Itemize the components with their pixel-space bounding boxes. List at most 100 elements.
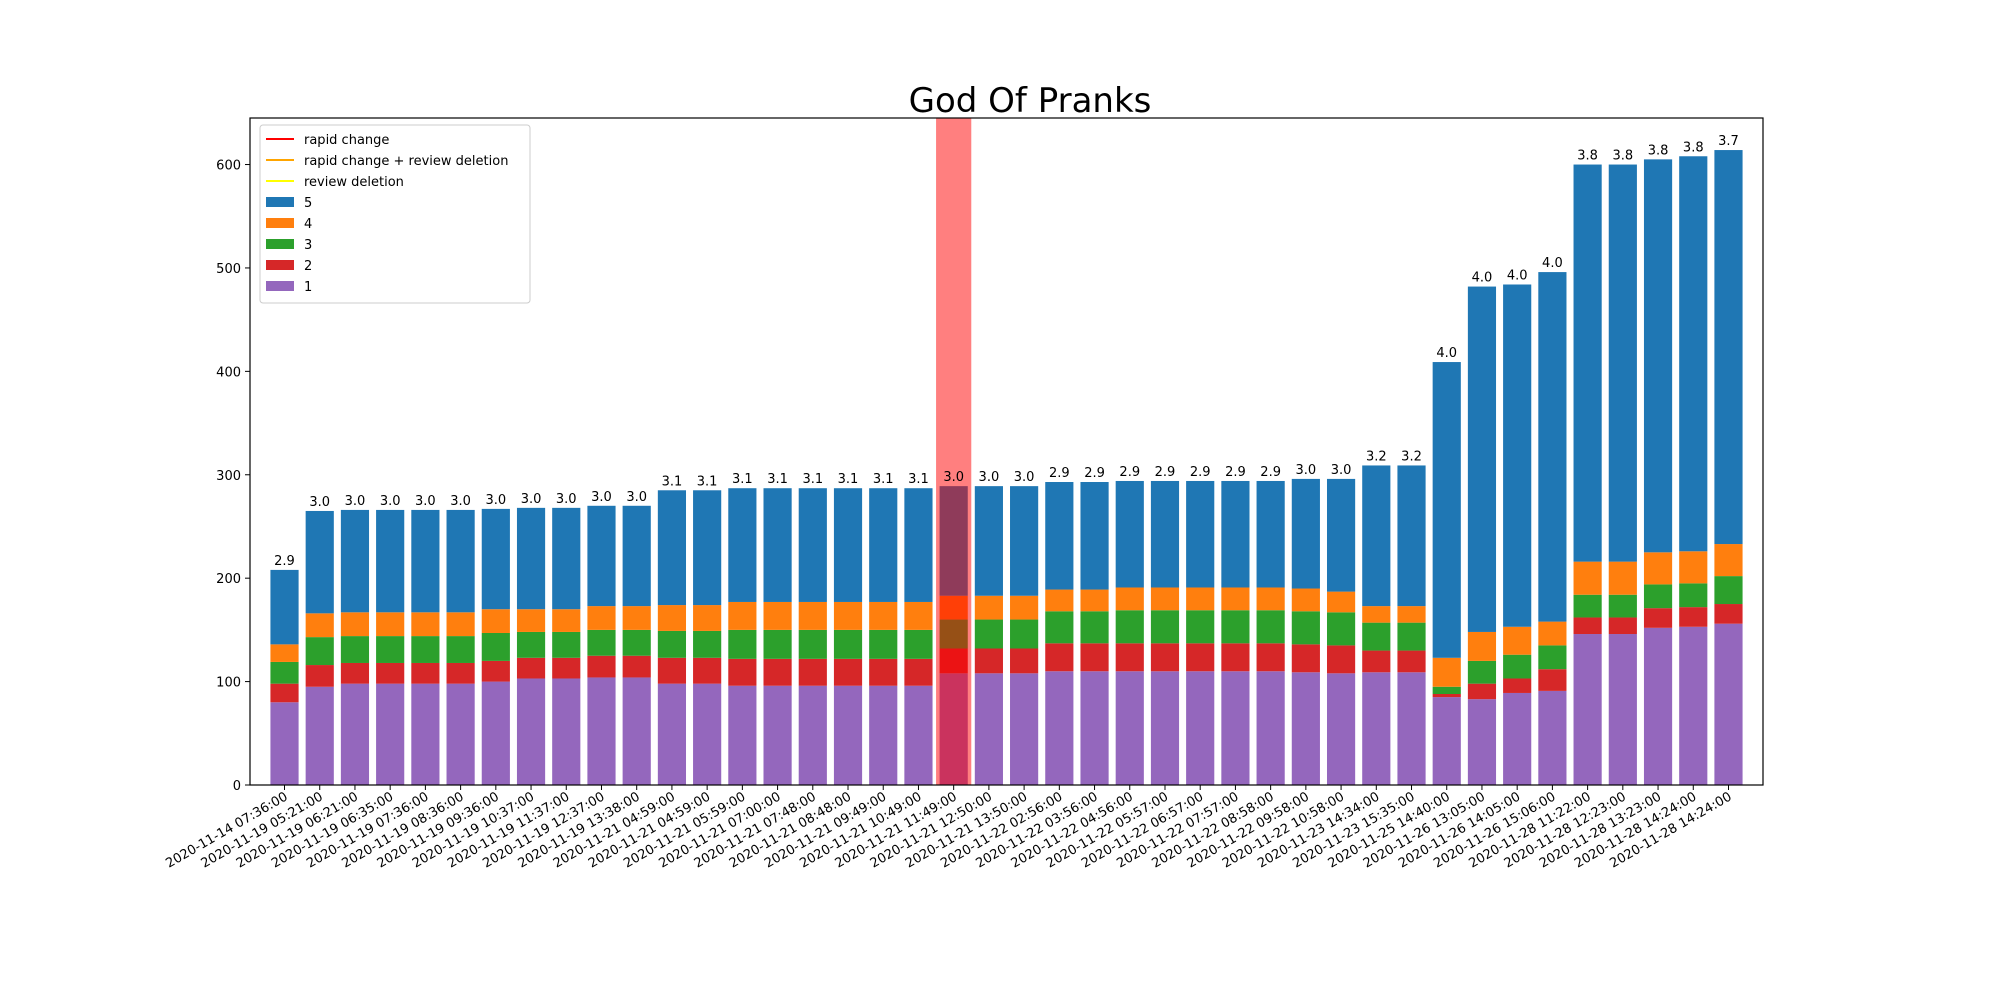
bar-segment-5	[552, 507, 581, 610]
bar-value-label: 3.0	[345, 494, 366, 509]
bar-segment-5	[833, 488, 863, 602]
bar-segment-4	[516, 609, 546, 632]
bar-value-label: 3.1	[908, 472, 929, 487]
bar-segment-5	[1291, 478, 1320, 589]
bar-value-label: 3.7	[1718, 134, 1739, 149]
bar-segment-5	[1150, 480, 1180, 588]
bar-segment-5	[798, 488, 827, 602]
bar-segment-1	[481, 681, 510, 785]
bar-segment-5	[1326, 478, 1356, 592]
bar-segment-4	[270, 644, 299, 662]
bar-segment-3	[376, 636, 405, 663]
bar-segment-1	[340, 683, 370, 785]
bar-segment-4	[1538, 621, 1567, 646]
bar-segment-4	[1256, 587, 1285, 611]
highlight-layer	[936, 118, 972, 785]
bar-segment-4	[1679, 551, 1708, 584]
bar-segment-3	[833, 629, 863, 659]
bar-segment-4	[974, 595, 1003, 620]
bar-segment-5	[728, 488, 757, 602]
bar-segment-3	[1080, 611, 1109, 644]
bar-segment-2	[798, 658, 827, 686]
bar-segment-3	[1045, 611, 1074, 644]
bar-segment-3	[1608, 594, 1637, 618]
legend-label: 5	[304, 196, 312, 211]
bar-segment-3	[1256, 610, 1285, 644]
bar-value-label: 4.0	[1436, 346, 1457, 361]
legend-label: 2	[304, 259, 312, 274]
bar-segment-1	[1045, 671, 1074, 785]
bar-segment-4	[1714, 544, 1743, 577]
bar-segment-3	[1714, 576, 1743, 605]
bar-value-label: 3.0	[626, 490, 647, 505]
bar-segment-1	[1503, 692, 1532, 785]
y-tick-label: 100	[216, 676, 241, 691]
bar-value-label: 3.0	[1296, 463, 1317, 478]
bar-segment-5	[622, 505, 651, 607]
bar-segment-1	[1186, 671, 1215, 785]
bar-segment-2	[693, 657, 722, 684]
bar-segment-1	[446, 683, 475, 785]
bar-segment-4	[376, 612, 405, 637]
bar-value-label: 4.0	[1507, 268, 1528, 283]
bar-segment-2	[1256, 643, 1285, 672]
legend-patch-swatch	[266, 239, 294, 249]
bar-segment-4	[1397, 606, 1426, 623]
bar-segment-4	[1291, 588, 1320, 612]
bar-segment-3	[1679, 583, 1708, 608]
bar-value-label: 3.1	[767, 472, 788, 487]
bar-segment-4	[1221, 587, 1250, 611]
bar-segment-1	[1397, 672, 1426, 785]
bar-segment-1	[657, 683, 687, 785]
bar-segment-1	[728, 685, 757, 785]
bar-segment-2	[1115, 643, 1144, 672]
bar-segment-1	[1150, 671, 1180, 785]
bar-segment-1	[516, 678, 546, 785]
bar-segment-3	[1538, 645, 1567, 670]
bar-segment-5	[657, 490, 687, 606]
bar-segment-5	[974, 486, 1003, 596]
bar-value-label: 3.0	[450, 494, 471, 509]
bar-segment-1	[270, 702, 299, 785]
chart-title: God Of Pranks	[909, 81, 1152, 121]
bar-value-label: 3.8	[1612, 149, 1633, 164]
bar-segment-1	[411, 683, 440, 785]
bar-segment-2	[1503, 678, 1532, 693]
bar-segment-3	[1150, 610, 1180, 644]
bar-segment-1	[1573, 634, 1602, 785]
bar-value-label: 3.1	[697, 474, 718, 489]
bar-value-label: 3.2	[1401, 449, 1422, 464]
bar-segment-5	[1608, 164, 1637, 562]
bar-segment-2	[1362, 650, 1391, 673]
bar-segment-1	[587, 677, 616, 785]
bar-value-label: 3.2	[1366, 449, 1387, 464]
bar-segment-5	[1186, 480, 1215, 588]
legend-box	[259, 124, 531, 304]
bar-segment-4	[1573, 561, 1602, 595]
bar-segment-2	[904, 658, 933, 686]
bar-segment-2	[411, 662, 440, 684]
bar-value-label: 2.9	[1119, 465, 1140, 480]
bar-value-label: 2.9	[1155, 465, 1176, 480]
bar-segment-3	[1186, 610, 1215, 644]
bar-segment-3	[1362, 622, 1391, 651]
y-tick-label: 300	[216, 469, 241, 484]
bar-segment-1	[1643, 627, 1673, 785]
y-tick-label: 200	[216, 572, 241, 587]
bar-segment-3	[1221, 610, 1250, 644]
bar-segment-2	[1221, 643, 1250, 672]
bar-segment-4	[587, 606, 616, 630]
bar-segment-3	[869, 629, 898, 659]
bar-segment-4	[446, 612, 475, 637]
bar-segment-2	[1150, 643, 1180, 672]
bar-segment-2	[763, 658, 792, 686]
bar-value-label: 3.0	[556, 492, 577, 507]
bar-segment-2	[869, 658, 898, 686]
bar-value-label: 3.0	[415, 494, 436, 509]
bar-segment-4	[763, 601, 792, 630]
bar-segment-1	[1291, 672, 1320, 785]
bar-value-label: 3.0	[309, 495, 330, 510]
bar-segment-3	[411, 636, 440, 663]
legend-label: review deletion	[304, 175, 404, 190]
